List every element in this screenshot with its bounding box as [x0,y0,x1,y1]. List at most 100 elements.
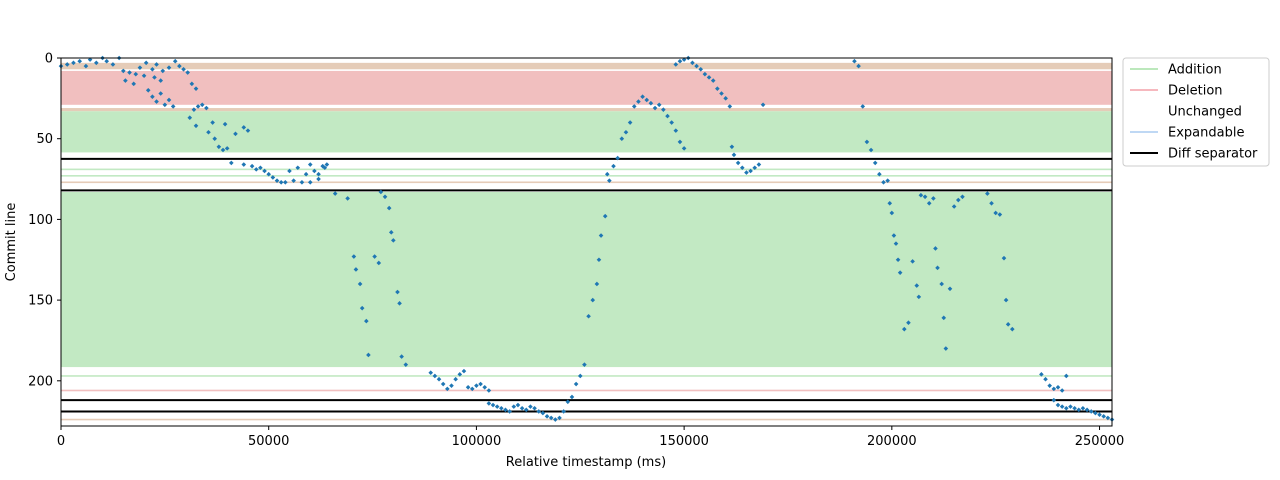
data-point [216,144,222,150]
data-point [719,91,724,96]
data-point [206,129,211,135]
data-point [648,100,654,106]
data-point [212,136,218,142]
x-tick-label: 100000 [452,434,502,449]
data-point [351,254,357,259]
data-point [677,58,683,64]
data-point [172,58,178,64]
data-point [752,165,758,171]
data-point [503,407,508,413]
data-point [596,257,602,263]
data-point [661,107,666,112]
data-point [445,386,450,392]
data-point [1068,404,1073,409]
x-tick-label: 200000 [867,434,917,449]
data-point [997,212,1003,217]
data-point [553,417,558,422]
data-point [532,405,537,411]
data-point [681,146,687,151]
data-point [357,281,363,287]
data-point [316,176,321,182]
legend-label: Deletion [1168,84,1223,99]
data-point [465,384,471,390]
data-point [187,115,193,121]
data-point [359,305,365,311]
data-point [665,113,670,119]
data-point [943,346,949,351]
addition-band [61,175,1112,177]
data-point [885,178,890,183]
data-point [735,160,741,166]
data-point [561,409,566,414]
data-point [652,105,658,111]
data-point [104,58,109,64]
data-point [939,281,944,287]
data-point [577,373,583,379]
data-point [756,162,762,167]
data-point [877,171,882,177]
data-point [897,270,903,275]
data-point [914,283,920,288]
data-point [511,404,517,409]
data-point [322,165,328,171]
data-point [507,409,512,414]
data-point [283,179,288,185]
data-point [636,99,641,104]
axes-frame [60,57,1113,427]
mixed-band [61,62,1112,70]
data-point [1101,414,1106,419]
data-point [372,254,377,259]
data-point [540,410,546,416]
data-point [523,407,529,413]
data-point [1051,397,1057,403]
data-point [189,81,195,87]
data-point [656,102,662,108]
data-point [922,194,928,200]
data-point [644,97,650,103]
y-tick-label: 100 [28,213,53,228]
data-point [715,86,720,91]
data-point [598,233,604,238]
data-point [71,60,76,66]
data-point [586,313,591,319]
data-point [864,139,870,145]
data-point [436,376,442,382]
data-point [1039,372,1044,377]
data-point [933,246,938,251]
x-tick-label: 150000 [659,434,709,449]
data-point [332,191,338,196]
data-point [729,144,735,150]
data-point [490,402,496,408]
data-point [158,91,163,96]
data-point [233,131,238,137]
data-point [916,294,922,300]
data-point [453,376,458,382]
data-point [177,63,182,69]
x-tick-label: 250000 [1075,434,1125,449]
data-point [615,155,620,161]
data-point [669,120,674,125]
data-point [391,238,396,243]
data-point [193,86,199,91]
data-point [64,62,70,67]
data-point [382,194,388,200]
data-point [582,362,587,367]
data-point [195,104,201,109]
data-point [378,189,384,195]
data-point [307,162,313,167]
data-point [1084,407,1090,413]
data-point [166,97,172,103]
data-point [1088,409,1094,414]
data-point [440,381,446,387]
data-point [403,362,409,367]
data-point [270,175,276,180]
data-point [623,129,629,135]
data-point [872,160,878,166]
data-point [569,394,575,400]
y-tick-label: 50 [36,132,53,147]
data-point [316,171,321,177]
data-point [893,241,899,246]
data-point [1072,405,1077,411]
data-point [193,123,199,129]
data-point [989,200,994,206]
